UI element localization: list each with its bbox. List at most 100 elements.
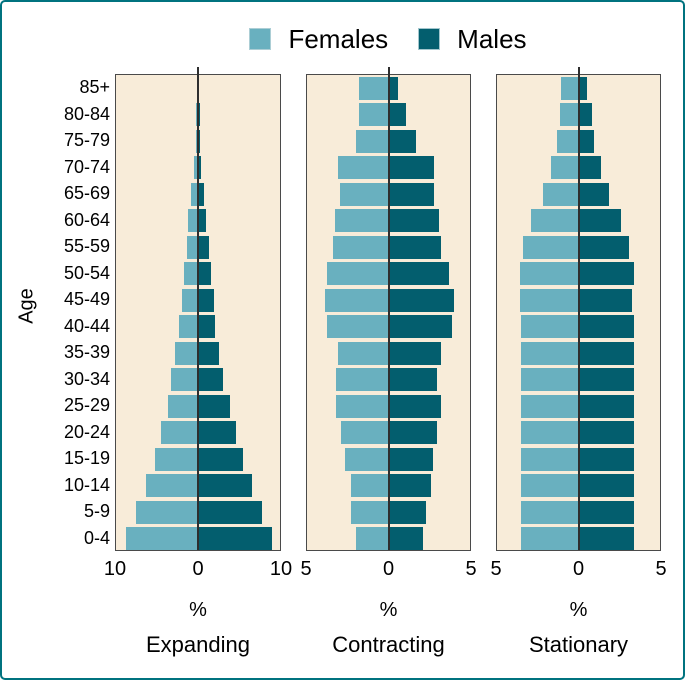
bar-females-80-84	[559, 103, 579, 127]
age-label: 10-14	[63, 474, 110, 495]
bar-females-70-74	[550, 156, 579, 180]
bar-males-25-29	[198, 394, 230, 418]
bar-row	[116, 315, 280, 339]
bar-males-70-74	[198, 156, 202, 180]
bar-row	[497, 235, 660, 259]
bar-females-55-59	[186, 235, 198, 259]
age-label: 70-74	[63, 156, 110, 177]
age-label: 55-59	[63, 236, 110, 256]
age-label: 0-4	[83, 527, 110, 548]
age-label: 20-24	[63, 421, 110, 442]
tick-label: 5	[465, 558, 477, 580]
age-axis-labels: 85+ 80-84 75-79 70-74 65-69 60-64 55-59 50-54 45…	[30, 74, 110, 551]
bar-males-0-4	[578, 527, 634, 551]
bar-males-75-79	[198, 129, 201, 153]
bar-males-25-29	[578, 394, 634, 418]
bar-females-35-39	[521, 341, 579, 365]
tick-label: 5	[300, 558, 312, 580]
bar-females-70-74	[193, 156, 198, 180]
bar-females-35-39	[175, 341, 198, 365]
bar-males-85+	[388, 76, 399, 100]
bar-males-20-24	[578, 421, 634, 445]
age-label: 80-84	[63, 103, 110, 124]
bar-row	[307, 474, 470, 498]
bar-row	[307, 368, 470, 392]
tick-label: 10	[103, 558, 127, 580]
bar-row	[116, 447, 280, 471]
bar-males-85+	[578, 76, 588, 100]
bar-males-15-19	[388, 447, 433, 471]
bar-row	[307, 315, 470, 339]
center-axis-line	[577, 67, 580, 550]
bar-females-25-29	[336, 394, 389, 418]
x-ticks-stationary: 5 0 5	[490, 558, 666, 580]
tick-label: 0	[572, 558, 585, 580]
bar-row	[497, 262, 660, 286]
bar-row	[497, 474, 660, 498]
bar-females-50-54	[184, 262, 198, 286]
bar-females-85+	[560, 76, 579, 100]
center-axis-line	[197, 67, 199, 550]
age-label: 45-49	[63, 289, 110, 309]
bar-males-80-84	[578, 103, 592, 127]
panel-title: Expanding	[146, 632, 250, 657]
bar-males-30-34	[198, 368, 224, 392]
bar-males-10-14	[388, 474, 431, 498]
bar-males-70-74	[388, 156, 435, 180]
males-swatch-icon	[418, 28, 441, 50]
panel-contracting	[306, 67, 471, 551]
x-ticks-contracting: 5 0 5	[300, 558, 476, 580]
legend-label-females: Females	[288, 24, 389, 54]
bar-males-25-29	[388, 394, 441, 418]
bar-females-40-44	[179, 315, 198, 339]
bar-row	[116, 235, 280, 259]
bar-row	[116, 156, 280, 180]
panel-title-expanding-wrap: Expanding	[115, 632, 281, 658]
bar-females-65-69	[339, 182, 389, 206]
bar-females-60-64	[334, 209, 389, 233]
bar-males-15-19	[198, 447, 244, 471]
bar-females-5-9	[135, 500, 198, 524]
bar-row	[307, 262, 470, 286]
panel-title-stationary-wrap: Stationary	[496, 632, 661, 658]
tick-label: 5	[490, 558, 502, 580]
bar-males-50-54	[388, 262, 449, 286]
bar-row	[497, 209, 660, 233]
bar-males-40-44	[578, 315, 634, 339]
age-label: 85+	[79, 77, 110, 97]
bar-row	[116, 129, 280, 153]
age-label: 50-54	[63, 262, 110, 283]
bar-females-5-9	[351, 500, 389, 524]
bar-row	[497, 76, 660, 100]
age-label: 30-34	[63, 368, 110, 389]
bar-row	[497, 527, 660, 551]
bar-females-85+	[359, 76, 389, 100]
bar-females-50-54	[326, 262, 389, 286]
bar-females-5-9	[521, 500, 579, 524]
bar-row	[307, 500, 470, 524]
bar-females-15-19	[344, 447, 389, 471]
bar-males-75-79	[578, 129, 594, 153]
bar-males-50-54	[198, 262, 212, 286]
bar-row	[497, 182, 660, 206]
bar-row	[116, 527, 280, 551]
bar-row	[307, 76, 470, 100]
bar-males-10-14	[198, 474, 253, 498]
bar-females-10-14	[521, 474, 579, 498]
bar-females-25-29	[521, 394, 579, 418]
bar-males-55-59	[198, 235, 209, 259]
bar-row	[497, 341, 660, 365]
bar-females-15-19	[154, 447, 198, 471]
bar-males-35-39	[198, 341, 220, 365]
bar-row	[307, 288, 470, 312]
panel-title: Stationary	[528, 632, 629, 657]
bar-males-30-34	[388, 368, 438, 392]
bar-males-65-69	[388, 182, 435, 206]
bar-row	[497, 103, 660, 127]
bar-females-50-54	[519, 262, 579, 286]
bar-males-60-64	[198, 209, 207, 233]
bar-row	[307, 209, 470, 233]
bar-row	[307, 103, 470, 127]
bar-females-40-44	[326, 315, 389, 339]
bar-females-75-79	[557, 129, 579, 153]
